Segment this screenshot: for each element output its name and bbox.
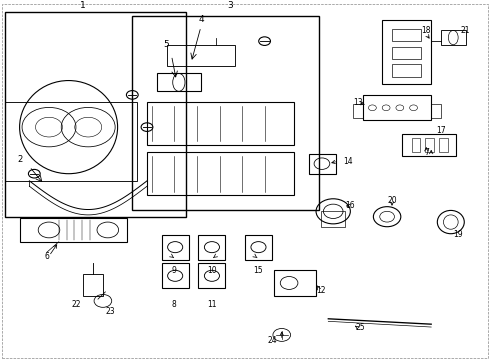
Text: 24: 24 bbox=[267, 336, 277, 345]
Text: 12: 12 bbox=[316, 285, 326, 294]
Text: 18: 18 bbox=[421, 26, 431, 35]
Bar bbox=[412, 138, 420, 152]
Bar bbox=[321, 211, 345, 228]
Text: 16: 16 bbox=[345, 202, 355, 211]
Text: 3: 3 bbox=[227, 1, 233, 10]
Text: 21: 21 bbox=[461, 26, 470, 35]
Bar bbox=[147, 102, 294, 145]
Text: 14: 14 bbox=[343, 157, 353, 166]
Bar bbox=[245, 235, 272, 260]
Bar bbox=[382, 20, 431, 84]
Text: 22: 22 bbox=[71, 300, 81, 309]
Bar bbox=[274, 270, 316, 296]
Bar bbox=[157, 73, 201, 91]
Bar bbox=[363, 95, 431, 120]
Bar bbox=[441, 30, 465, 45]
Text: 9: 9 bbox=[172, 266, 176, 275]
Text: 4: 4 bbox=[198, 15, 204, 24]
Bar bbox=[353, 104, 363, 118]
Text: 13: 13 bbox=[353, 98, 363, 107]
Bar bbox=[439, 138, 448, 152]
Bar bbox=[20, 219, 127, 242]
Text: 1: 1 bbox=[80, 1, 86, 10]
Text: 10: 10 bbox=[207, 266, 217, 275]
Bar bbox=[392, 46, 421, 59]
Text: 25: 25 bbox=[355, 323, 365, 332]
Text: 15: 15 bbox=[253, 266, 263, 275]
Bar bbox=[167, 45, 235, 66]
Bar bbox=[309, 154, 336, 174]
Text: 8: 8 bbox=[172, 300, 176, 309]
Bar bbox=[83, 274, 103, 296]
Bar bbox=[431, 104, 441, 118]
Text: 17: 17 bbox=[436, 126, 446, 135]
Text: 2: 2 bbox=[17, 155, 22, 164]
Bar bbox=[402, 134, 456, 156]
Text: 20: 20 bbox=[387, 196, 397, 205]
Text: 6: 6 bbox=[44, 252, 49, 261]
Bar bbox=[5, 102, 137, 181]
Bar bbox=[162, 235, 189, 260]
Text: 11: 11 bbox=[207, 300, 217, 309]
Bar bbox=[132, 16, 318, 210]
Bar bbox=[425, 138, 434, 152]
Text: 7: 7 bbox=[424, 148, 429, 157]
Bar bbox=[198, 235, 225, 260]
Text: 19: 19 bbox=[453, 230, 463, 239]
Bar bbox=[5, 13, 186, 217]
Bar bbox=[392, 28, 421, 41]
Bar bbox=[392, 64, 421, 77]
Bar bbox=[162, 263, 189, 288]
Text: 5: 5 bbox=[164, 40, 170, 49]
Text: 23: 23 bbox=[105, 307, 115, 316]
Bar bbox=[147, 152, 294, 195]
Bar bbox=[198, 263, 225, 288]
